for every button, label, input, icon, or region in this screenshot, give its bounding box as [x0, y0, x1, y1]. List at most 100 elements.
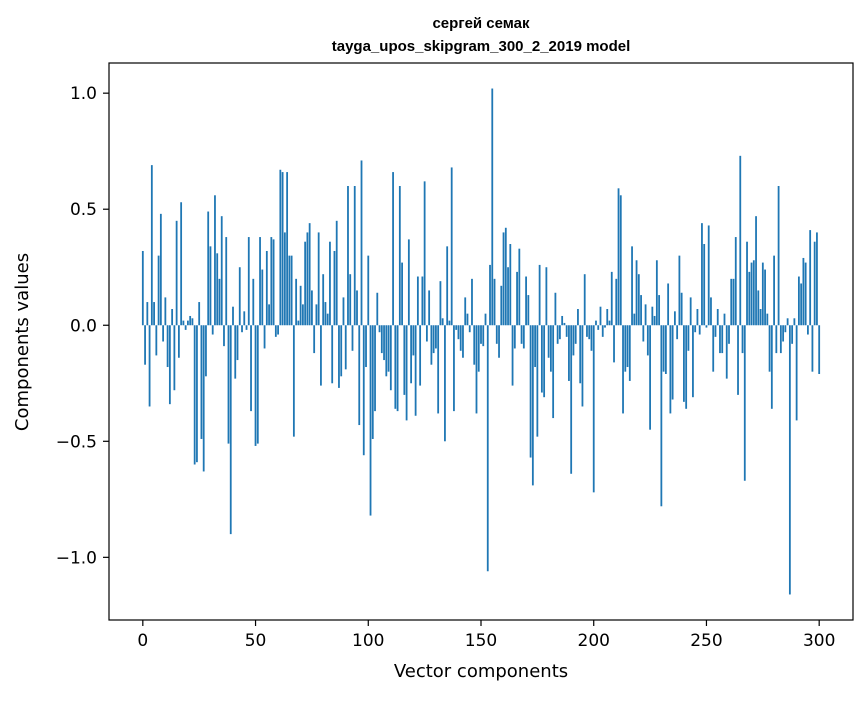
bar	[252, 278, 255, 326]
bar	[150, 165, 153, 326]
bar	[710, 297, 712, 326]
bar	[306, 232, 309, 326]
bar	[256, 325, 259, 444]
bar	[209, 246, 212, 326]
bar	[376, 292, 379, 326]
bar	[153, 302, 155, 326]
bar	[398, 186, 401, 326]
bar	[365, 325, 367, 368]
bar	[701, 223, 703, 326]
bar	[362, 325, 365, 456]
bar	[146, 302, 149, 326]
plot-frame	[108, 62, 854, 621]
bar	[223, 325, 225, 347]
bar	[696, 309, 699, 326]
bar	[349, 274, 352, 326]
bar	[540, 325, 543, 393]
bar	[527, 295, 530, 326]
bar	[288, 255, 291, 326]
bar	[489, 264, 491, 326]
bar	[428, 290, 431, 326]
bar	[795, 325, 798, 421]
bar	[286, 172, 289, 326]
bar	[807, 325, 809, 335]
bar	[804, 262, 807, 326]
bar	[353, 186, 356, 326]
bar	[405, 325, 408, 421]
bar	[486, 325, 489, 572]
bar	[577, 309, 579, 326]
bar	[495, 325, 498, 344]
bar	[168, 325, 171, 405]
bar	[698, 325, 701, 335]
bar	[416, 276, 419, 326]
bar	[586, 325, 588, 337]
bar	[626, 325, 629, 368]
bar	[791, 325, 794, 344]
bar	[705, 325, 708, 328]
bar	[477, 325, 480, 372]
bar	[493, 278, 496, 326]
bar	[622, 325, 624, 414]
bar	[797, 276, 800, 326]
bar	[646, 325, 649, 356]
y-tick-label: 0.5	[70, 200, 97, 220]
bar	[777, 186, 780, 326]
bar	[764, 269, 766, 326]
bar	[392, 172, 394, 326]
x-tick-label: 300	[803, 631, 835, 651]
bar	[768, 325, 771, 372]
bar	[597, 325, 600, 330]
bar	[739, 155, 742, 326]
bar	[247, 237, 250, 326]
bar	[793, 318, 796, 326]
bar	[265, 250, 268, 326]
bar	[750, 262, 753, 326]
bar	[173, 325, 176, 391]
bar	[504, 227, 507, 326]
bar	[608, 320, 611, 326]
bar	[813, 241, 816, 326]
bar	[338, 325, 340, 388]
bar	[371, 325, 374, 439]
bar	[396, 325, 399, 412]
bar	[818, 325, 821, 374]
bar	[673, 311, 676, 326]
bar	[743, 325, 746, 481]
bar	[732, 278, 735, 326]
bar	[811, 325, 814, 372]
x-tick-label: 150	[465, 631, 497, 651]
bar	[511, 325, 514, 386]
bar	[545, 267, 548, 326]
bar	[761, 262, 764, 326]
bar	[331, 325, 334, 384]
bar	[570, 325, 573, 474]
bar	[655, 260, 658, 326]
bar	[723, 313, 726, 326]
bar	[459, 325, 462, 351]
bar	[272, 239, 275, 326]
bar	[308, 223, 311, 326]
bar	[344, 325, 347, 370]
bar	[509, 244, 512, 326]
bar	[816, 232, 818, 326]
bar	[437, 325, 440, 414]
bar	[412, 325, 415, 356]
bar	[369, 325, 372, 516]
bar	[784, 325, 787, 333]
bar	[198, 302, 201, 326]
bar	[721, 325, 724, 354]
bar	[144, 325, 146, 365]
bar	[680, 292, 683, 326]
bar	[435, 325, 437, 349]
bar	[274, 325, 277, 337]
bar	[184, 325, 187, 330]
bar	[383, 325, 385, 361]
bar	[518, 248, 521, 326]
bar	[507, 267, 509, 326]
bar	[640, 295, 642, 326]
bar	[619, 195, 622, 326]
bar	[601, 325, 604, 337]
bar	[525, 276, 527, 326]
